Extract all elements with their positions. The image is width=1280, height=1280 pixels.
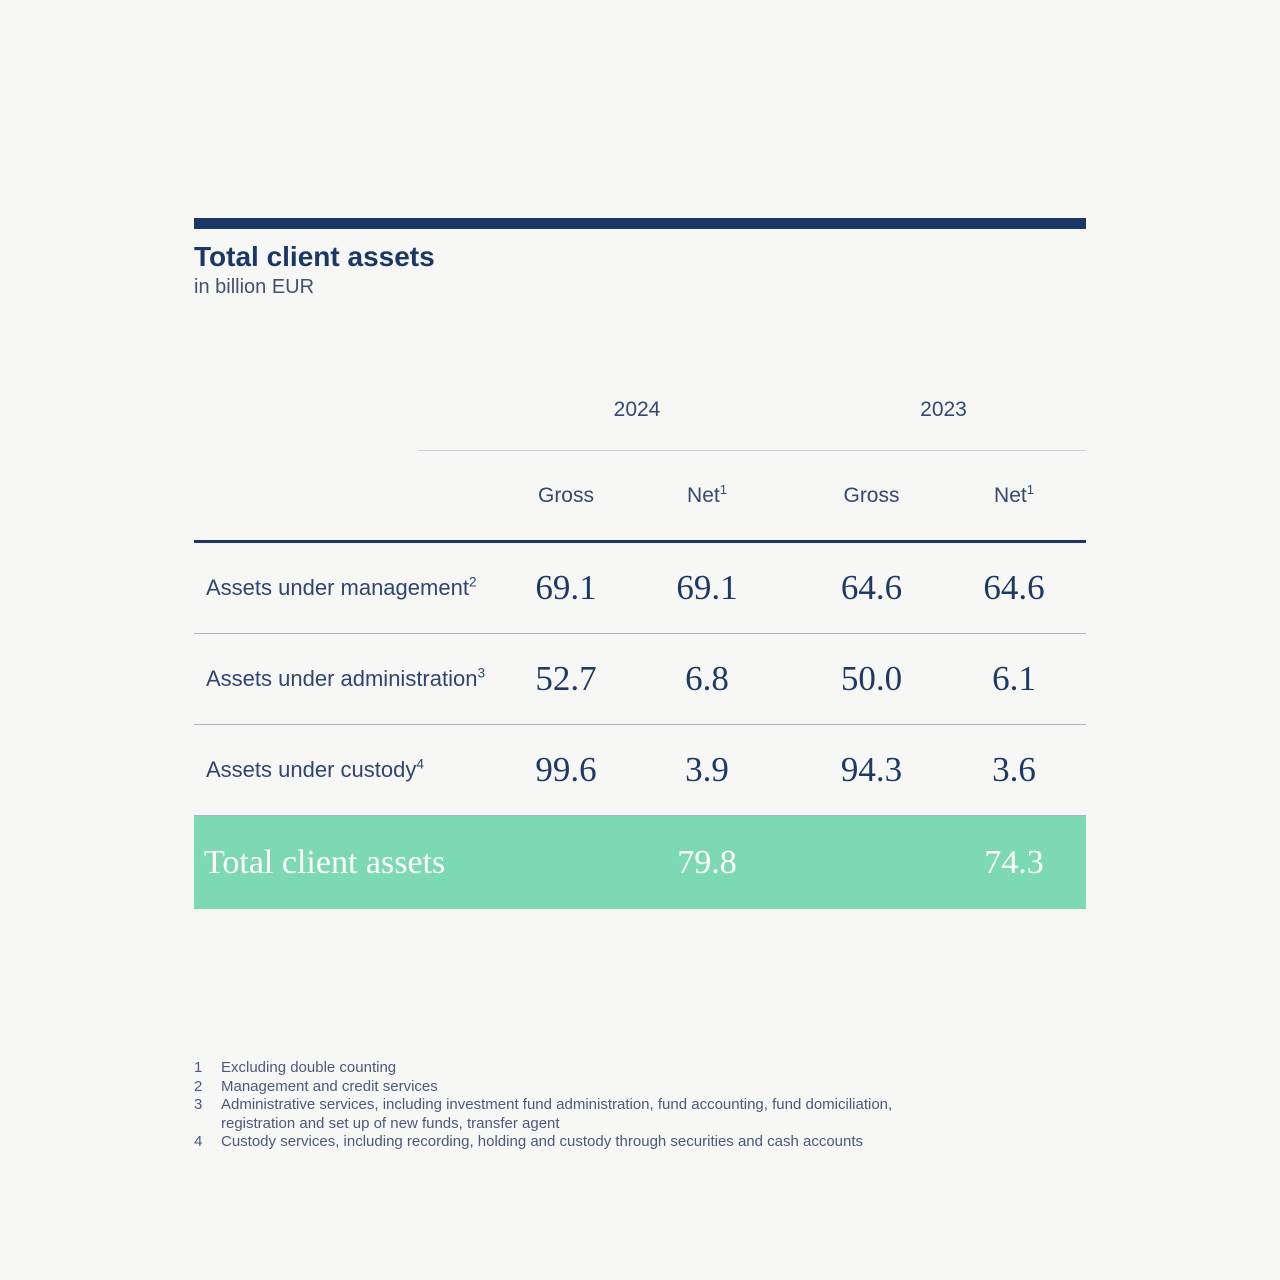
- col-header-label: Net: [994, 483, 1027, 507]
- footnote-text-line: registration and set up of new funds, tr…: [221, 1114, 560, 1132]
- total-net-2023: 74.3: [984, 843, 1044, 881]
- year-group-2023: 2023: [920, 398, 967, 421]
- year-header-rule: [418, 450, 1086, 451]
- footnote-number: 1: [194, 1059, 203, 1076]
- table-row-total-client-assets: Total client assets 79.8 74.3: [194, 816, 1086, 909]
- col-header-net-2023: Net1: [942, 481, 1086, 508]
- total-client-assets-figure: Total client assets in billion EUR 2024 …: [194, 218, 1086, 1152]
- col-header-gross-2023: Gross: [801, 484, 942, 508]
- value-net-2024: 6.8: [685, 659, 729, 698]
- value-gross-2024: 52.7: [535, 659, 597, 698]
- col-header-net-2024: Net1: [636, 481, 778, 508]
- footnote-4: 4 Custody services, including recording,…: [194, 1133, 1086, 1152]
- footnote-text: Custody services, including recording, h…: [221, 1133, 864, 1150]
- footnote-text: Excluding double counting: [221, 1059, 397, 1076]
- value-gross-2023: 94.3: [840, 750, 903, 789]
- footnote-text-line: Administrative services, including inves…: [221, 1096, 893, 1113]
- figure-title: Total client assets: [194, 241, 435, 272]
- value-net-2023: 6.1: [992, 659, 1036, 698]
- footnote-text: Management and credit services: [221, 1077, 438, 1095]
- value-net-2023: 3.6: [992, 750, 1036, 789]
- footnote-number: 4: [194, 1133, 203, 1150]
- row-label: Assets under administration3: [194, 666, 496, 692]
- table-row-assets-under-management: Assets under management2 69.1 69.1 64.6 …: [194, 543, 1086, 634]
- column-header-row: Gross Net1 Gross Net1: [194, 451, 1086, 540]
- footnote-text: Administrative services, including inves…: [221, 1096, 892, 1133]
- col-header-gross-2024: Gross: [496, 484, 636, 508]
- row-label: Assets under management2: [194, 575, 496, 601]
- value-net-2023: 64.6: [983, 568, 1045, 607]
- year-group-2024: 2024: [613, 398, 661, 421]
- footnote-marker: 1: [1026, 481, 1034, 497]
- value-net-2024: 3.9: [685, 750, 729, 789]
- value-net-2024: 69.1: [676, 568, 738, 607]
- table-row-assets-under-custody: Assets under custody4 99.6 3.9 94.3 3.6: [194, 725, 1086, 816]
- row-label-text: Assets under custody: [206, 757, 417, 782]
- col-header-label: Gross: [843, 483, 900, 507]
- value-gross-2024: 69.1: [535, 568, 597, 607]
- top-accent-bar: [194, 218, 1086, 229]
- assets-table: 2024 2023 Gross Net1 Gross Net1 Assets u…: [194, 370, 1086, 909]
- footnote-number: 2: [194, 1077, 203, 1095]
- col-header-label: Gross: [537, 483, 594, 507]
- col-header-label: Net: [687, 483, 720, 507]
- footnote-3: 3 Administrative services, including inv…: [194, 1096, 1086, 1133]
- footnotes: 1 Excluding double counting 2 Management…: [194, 1059, 1086, 1152]
- value-gross-2024: 99.6: [535, 750, 597, 789]
- value-gross-2023: 64.6: [840, 568, 903, 607]
- footnote-1: 1 Excluding double counting: [194, 1059, 1086, 1078]
- footnote-marker: 1: [719, 481, 727, 497]
- value-gross-2023: 50.0: [840, 659, 903, 698]
- footnote-marker: 2: [468, 574, 477, 590]
- total-row-label: Total client assets: [204, 843, 446, 881]
- row-label-text: Assets under management: [206, 575, 469, 600]
- figure-subtitle: in billion EUR: [194, 276, 315, 298]
- footnote-number: 3: [194, 1096, 203, 1113]
- footnote-marker: 4: [416, 756, 424, 772]
- footnote-marker: 3: [477, 665, 486, 681]
- footnote-2: 2 Management and credit services: [194, 1078, 1086, 1097]
- row-label-text: Assets under administration: [206, 666, 478, 691]
- table-top-rule: [194, 540, 1086, 543]
- total-net-2024: 79.8: [677, 843, 737, 881]
- year-header-row: 2024 2023: [194, 370, 1086, 450]
- table-row-assets-under-administration: Assets under administration3 52.7 6.8 50…: [194, 634, 1086, 725]
- row-label: Assets under custody4: [194, 757, 496, 783]
